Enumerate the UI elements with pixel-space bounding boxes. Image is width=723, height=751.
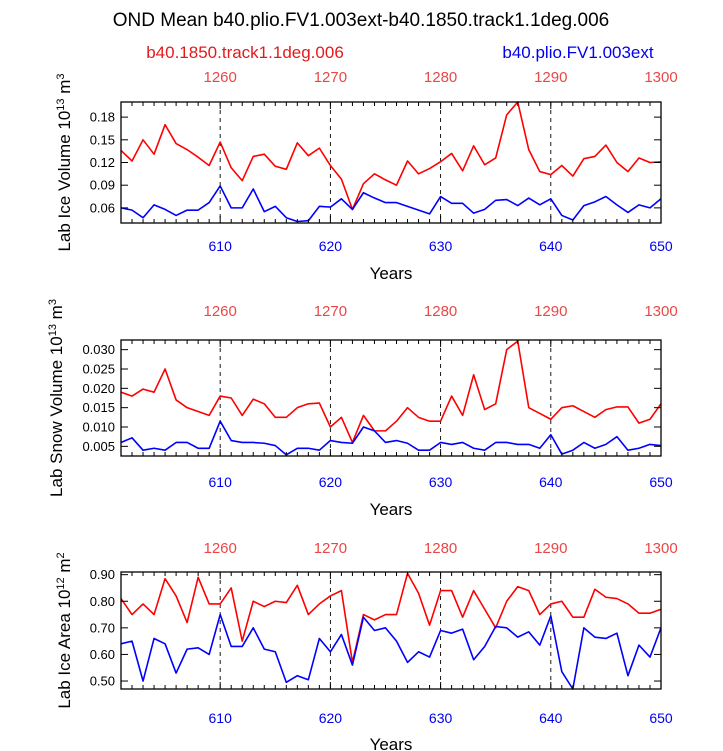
y-tick-label: 0.06: [90, 200, 115, 215]
x-axis-title: Years: [370, 264, 413, 283]
x-tick-label: 630: [429, 710, 453, 726]
series-line-blue: [120, 420, 662, 456]
y-tick-label: 0.12: [90, 155, 115, 170]
y-tick-label: 0.015: [82, 400, 115, 415]
y-axis-title-part: m: [55, 558, 74, 577]
y-axis-title-part: m: [47, 305, 66, 324]
plot-frame: [120, 101, 662, 224]
y-axis-title-part: m: [55, 80, 74, 99]
y-tick-label: 0.010: [82, 420, 115, 435]
chart-title: OND Mean b40.plio.FV1.003ext-b40.1850.tr…: [113, 10, 609, 31]
plot-frame: [120, 571, 662, 690]
x-tick-label: 650: [649, 238, 673, 254]
x-tick-label: 630: [429, 238, 453, 254]
x-tick-label: 650: [649, 474, 673, 490]
y-tick-label: 0.005: [82, 439, 115, 454]
x-axis-title: Years: [370, 735, 413, 751]
top-tick-label: 1260: [203, 303, 236, 320]
top-tick-label: 1260: [203, 540, 236, 557]
x-tick-label: 640: [539, 710, 563, 726]
top-tick-label: 1290: [534, 303, 567, 320]
y-axis-title-part: Lab Snow Volume 10: [47, 336, 66, 497]
y-tick-label: 0.09: [90, 178, 115, 193]
y-tick-label: 0.020: [82, 381, 115, 396]
legend-blue-label: b40.plio.FV1.003ext: [502, 43, 653, 62]
y-tick-label: 0.18: [90, 110, 115, 125]
y-axis-title-superscript: 2: [55, 552, 67, 558]
y-tick-label: 0.70: [90, 620, 115, 635]
y-tick-label: 0.15: [90, 132, 115, 147]
y-tick-label: 0.80: [90, 594, 115, 609]
x-tick-label: 610: [209, 710, 233, 726]
y-axis-title-superscript: 3: [55, 73, 67, 79]
panel-ice-volume: 0.06 0.09 0.12 0.15 0.18 610 620 630 640 650 1260 1…: [55, 69, 678, 283]
y-axis-title: Lab Ice Area 1012 m2: [55, 552, 74, 708]
y-tick-label: 0.60: [90, 647, 115, 662]
x-tick-label: 610: [209, 474, 233, 490]
x-tick-label: 620: [319, 238, 343, 254]
y-tick-label: 0.030: [82, 342, 115, 357]
top-tick-label: 1270: [314, 540, 347, 557]
x-tick-label: 620: [319, 474, 343, 490]
top-tick-label: 1270: [314, 69, 347, 86]
x-tick-label: 630: [429, 474, 453, 490]
y-axis-title-superscript: 13: [55, 98, 67, 110]
x-tick-label: 650: [649, 710, 673, 726]
y-axis-title: Lab Snow Volume 1013 m3: [47, 299, 66, 497]
series-line-red: [120, 572, 662, 664]
legend-red-label: b40.1850.track1.1deg.006: [146, 43, 344, 62]
top-tick-label: 1270: [314, 303, 347, 320]
y-axis-title-part: Lab Ice Area 10: [55, 590, 74, 709]
top-tick-label: 1280: [424, 303, 457, 320]
panel-snow-volume: 0.005 0.010 0.015 0.020 0.025 0.030 610 620 630 6…: [47, 299, 678, 519]
y-tick-label: 0.50: [90, 674, 115, 689]
x-tick-label: 640: [539, 474, 563, 490]
series-line-blue: [120, 613, 662, 690]
series-line-red: [120, 340, 662, 444]
y-axis-title-superscript: 3: [47, 299, 59, 305]
x-tick-label: 610: [209, 238, 233, 254]
series-line-red: [120, 101, 662, 211]
x-tick-label: 640: [539, 238, 563, 254]
y-axis-title-part: Lab Ice Volume 10: [55, 111, 74, 252]
top-tick-label: 1280: [424, 69, 457, 86]
y-axis-title-superscript: 12: [55, 577, 67, 589]
panel-ice-area: 0.50 0.60 0.70 0.80 0.90 610 620 630 640 650 1260 1…: [55, 540, 678, 751]
top-tick-label: 1300: [644, 69, 677, 86]
y-tick-label: 0.90: [90, 567, 115, 582]
y-tick-label: 0.025: [82, 362, 115, 377]
top-tick-label: 1300: [644, 540, 677, 557]
x-axis-title: Years: [370, 500, 413, 519]
plot-frame: [120, 339, 662, 457]
x-tick-label: 620: [319, 710, 343, 726]
y-axis-title: Lab Ice Volume 1013 m3: [55, 73, 74, 251]
top-tick-label: 1280: [424, 540, 457, 557]
top-tick-label: 1290: [534, 540, 567, 557]
top-tick-label: 1260: [203, 69, 236, 86]
top-tick-label: 1300: [644, 303, 677, 320]
top-tick-label: 1290: [534, 69, 567, 86]
series-line-blue: [120, 185, 662, 223]
y-axis-title-superscript: 13: [47, 324, 59, 336]
